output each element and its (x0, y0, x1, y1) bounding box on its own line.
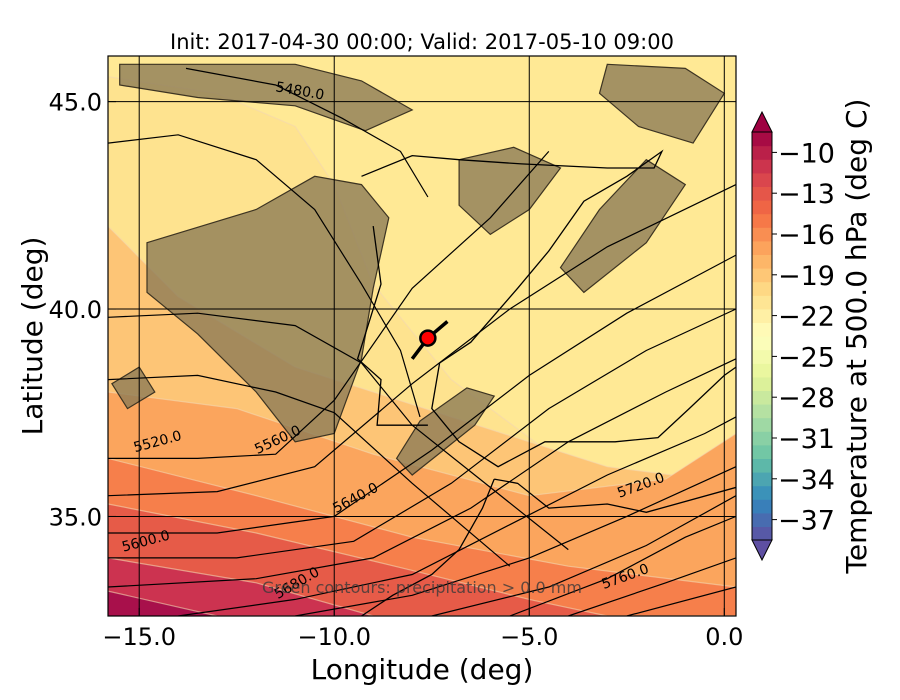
height-contour-5700 (431, 495, 736, 616)
portugal-coast (356, 226, 428, 426)
colorbar-segment (752, 322, 772, 337)
height-contour-5680 (295, 466, 736, 616)
chart-title: Init: 2017-04-30 00:00; Valid: 2017-05-1… (170, 30, 674, 54)
colorbar-segment (752, 376, 772, 391)
colorbar-segment (752, 404, 772, 419)
height-contour-5580 (108, 184, 736, 497)
colorbar-segment (752, 254, 772, 269)
coastlines (356, 149, 736, 616)
y-axis-label: Latitude (deg) (16, 237, 49, 436)
colorbar-segment (752, 186, 772, 201)
colorbar-segment (752, 485, 772, 500)
y-tick-label: 40.0 (49, 296, 102, 324)
height-contour-5520 (108, 312, 569, 551)
height-contour-5760 (626, 586, 736, 616)
colorbar-segment (752, 213, 772, 228)
height-contour-5500 (108, 134, 421, 418)
colorbar-segment (752, 499, 772, 514)
y-axis-ticks: 35.0 40.0 45.0 (49, 89, 116, 531)
height-contour-5620 (108, 308, 736, 559)
colorbar-segment (752, 172, 772, 187)
colorbar-segment (752, 268, 772, 283)
colorbar: −10 −13 −16 −19 −22 −25 −28 −31 −34 −37 (751, 110, 835, 562)
colorbar-segment (752, 227, 772, 242)
height-contour-5740 (568, 557, 736, 616)
colorbar-segment (752, 458, 772, 473)
colorbar-tick-label: −13 (778, 179, 835, 210)
height-contour-5480 (185, 67, 429, 198)
graticule (108, 56, 736, 616)
colorbar-segment (752, 295, 772, 310)
colorbar-segment (752, 526, 772, 541)
temperature-band-6 (108, 590, 736, 616)
colorbar-extend-bottom (751, 539, 773, 562)
colorbar-frame (751, 131, 773, 541)
location-marker (419, 329, 437, 347)
colorbar-segment (752, 159, 772, 174)
colorbar-tick-label: −19 (778, 261, 835, 292)
x-tick-label: −15.0 (102, 623, 176, 651)
africa-coast (494, 478, 736, 513)
colorbar-extend-top (751, 110, 773, 133)
x-tick-label: −5.0 (500, 623, 558, 651)
coastline (361, 149, 736, 468)
colorbar-segment (752, 132, 772, 147)
colorbar-label: Temperature at 500.0 hPa (deg C) (840, 99, 873, 575)
x-tick-label: 0.0 (705, 623, 743, 651)
colorbar-segment (752, 417, 772, 432)
colorbar-segment (752, 308, 772, 323)
colorbar-segment (752, 512, 772, 527)
height-contour-5720 (509, 515, 736, 616)
terrain-north-patch (119, 63, 414, 132)
colorbar-segment (752, 444, 772, 459)
x-tick-label: −10.0 (297, 623, 371, 651)
colorbar-tick-label: −25 (778, 342, 835, 373)
colorbar-tick-label: −10 (778, 138, 835, 169)
terrain-ne-patch (559, 158, 687, 294)
height-contour-5560 (108, 151, 550, 459)
colorbar-tick-label: −22 (778, 302, 835, 333)
colorbar-tick-label: −31 (778, 424, 835, 455)
plot-frame (107, 55, 737, 617)
colorbar-tick-label: −28 (778, 383, 835, 414)
colorbar-segment (752, 145, 772, 160)
location-marker-group (410, 320, 449, 360)
height-contour-5640 (108, 358, 736, 588)
colorbar-segment (752, 281, 772, 296)
terrain-far-ne-patch (598, 63, 726, 144)
x-axis-label: Longitude (deg) (311, 653, 534, 686)
height-contour-5660 (178, 416, 736, 616)
colorbar-segment (752, 240, 772, 255)
colorbar-tick-label: −16 (778, 220, 835, 251)
colorbar-segment (752, 431, 772, 446)
colorbar-segment (752, 349, 772, 364)
colorbar-segment (752, 472, 772, 487)
x-axis-ticks: −15.0 −10.0 −5.0 0.0 (102, 608, 743, 651)
colorbar-segment (752, 336, 772, 351)
colorbar-segment (752, 363, 772, 378)
y-tick-label: 45.0 (49, 89, 102, 117)
colorbar-tick-label: −37 (778, 506, 835, 537)
colorbar-tick-label: −34 (778, 465, 835, 496)
precip-note: Green contours: precipitation > 0.0 mm (262, 578, 582, 597)
colorbar-segment (752, 200, 772, 215)
temperature-band-5 (108, 557, 736, 616)
colorbar-segment (752, 390, 772, 405)
africa-atlantic-coast (361, 478, 495, 616)
height-contour-5600 (108, 254, 736, 534)
terrain-south-patch (395, 387, 496, 476)
y-tick-label: 35.0 (49, 503, 102, 531)
